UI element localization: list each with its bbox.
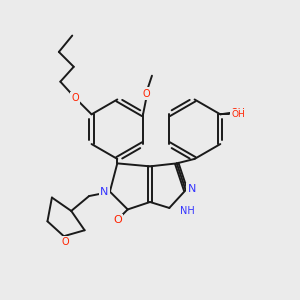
Text: O: O (71, 93, 79, 103)
Text: OH: OH (231, 108, 246, 118)
Text: O: O (142, 88, 150, 98)
Text: N: N (100, 187, 109, 196)
Text: O: O (61, 237, 69, 247)
Text: OH: OH (231, 110, 245, 119)
Text: O: O (113, 215, 122, 225)
Text: NH: NH (180, 206, 194, 216)
Text: N: N (188, 184, 196, 194)
